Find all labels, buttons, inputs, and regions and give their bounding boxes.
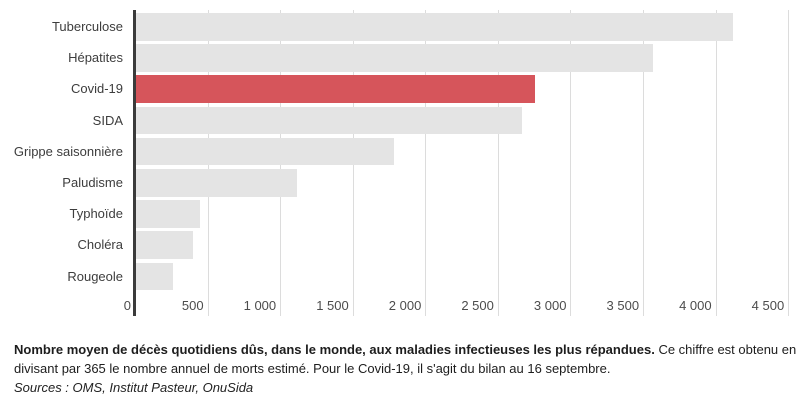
- x-axis-tick-label-4500: 4 500: [751, 298, 785, 313]
- category-label-covid-19: Covid-19: [70, 81, 123, 97]
- category-label-hepatites: Hépatites: [68, 50, 123, 66]
- x-axis-tick-label-3500: 3 500: [606, 298, 640, 313]
- category-label-grippe-saisonniere: Grippe saisonnière: [13, 143, 123, 159]
- bar-chart: 0 500 1 000 1 500 2 000 2 500 3 000 3 500 4 000 4…: [13, 10, 810, 316]
- bar-hepatites: [136, 44, 653, 72]
- category-label-typhoide: Typhoïde: [69, 206, 124, 222]
- bar-rougeole: [136, 262, 174, 291]
- category-label-cholera: Choléra: [77, 237, 123, 253]
- plot-area: 0 500 1 000 1 500 2 000 2 500 3 000 3 500 4 000 4…: [124, 10, 810, 316]
- chart-caption: Nombre moyen de décès quotidiens dûs, da…: [14, 340, 798, 397]
- bar-tuberculose: [136, 13, 733, 41]
- caption-regular-text: Ce chiffre est obtenu en divisant par 36…: [14, 342, 797, 376]
- sources-line: Sources : OMS, Institut Pasteur, OnuSida: [14, 380, 254, 395]
- x-axis-tick-label-0: 0: [123, 298, 131, 313]
- x-axis-tick-label-1000: 1 000: [243, 298, 277, 313]
- bar-covid-19: [136, 75, 536, 103]
- bar-paludisme: [136, 169, 298, 197]
- bar-grippe-saisonniere: [136, 137, 395, 166]
- x-axis-tick-label-2000: 2 000: [388, 298, 422, 313]
- category-label-paludisme: Paludisme: [62, 175, 123, 190]
- x-axis-tick-label-2500: 2 500: [461, 298, 494, 313]
- bar-typhoide: [136, 200, 200, 228]
- gridline-2500: [497, 10, 499, 316]
- x-axis-tick-label-500: 500: [181, 298, 204, 313]
- gridline-4500: [788, 10, 790, 316]
- gridline-4000: [715, 10, 717, 316]
- gridline-2000: [425, 10, 427, 316]
- x-axis-tick-label-4000: 4 000: [679, 298, 712, 313]
- bar-cholera: [136, 231, 194, 259]
- x-axis-tick-label-1500: 1 500: [316, 298, 349, 313]
- bar-sida: [136, 106, 523, 135]
- category-label-rougeole: Rougeole: [67, 268, 123, 284]
- x-axis-tick-label-3000: 3 000: [533, 298, 567, 313]
- caption-text: Nombre moyen de décès quotidiens dûs, da…: [14, 340, 798, 378]
- category-label-tuberculose: Tuberculose: [51, 19, 123, 34]
- gridline-3500: [643, 10, 645, 316]
- y-axis-line: [133, 10, 136, 316]
- category-label-sida: SIDA: [92, 112, 123, 128]
- gridline-3000: [570, 10, 572, 316]
- caption-bold-text: Nombre moyen de décès quotidiens dûs, da…: [14, 342, 655, 357]
